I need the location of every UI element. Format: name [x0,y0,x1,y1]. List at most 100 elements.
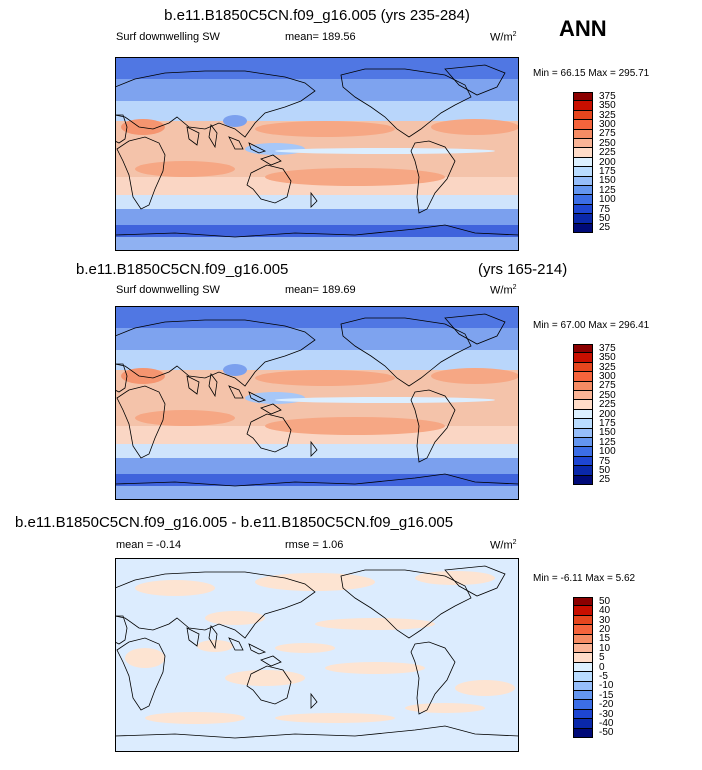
colorbar-swatch [573,391,593,401]
colorbar-swatch [573,681,593,691]
colorbar-swatch [573,214,593,224]
panel2-units: W/m2 [490,284,517,297]
colorbar-swatch [573,475,593,485]
colorbar-level-label: 300 [599,118,616,130]
colorbar-swatch [573,456,593,467]
colorbar-swatch [573,615,593,626]
colorbar-level-label: 300 [599,370,616,382]
colorbar-level-label: 50 [599,595,611,607]
colorbar-swatch [573,362,593,373]
colorbar-swatch [573,372,593,382]
colorbar-level-label: 25 [599,222,611,234]
colorbar-level-label: 10 [599,642,611,654]
panel2-title: b.e11.B1850C5CN.f09_g16.005 [76,261,289,278]
colorbar-level-label: 15 [599,633,611,645]
colorbar-swatch [573,381,593,391]
colorbar-swatch [573,662,593,673]
colorbar-level-label: 325 [599,109,616,121]
colorbar-level-label: -10 [599,680,614,692]
colorbar-level-label: 200 [599,408,616,420]
colorbar-swatch [573,438,593,448]
colorbar-level-label: 175 [599,417,616,429]
colorbar-swatch [573,110,593,121]
colorbar-swatch [573,625,593,635]
colorbar-swatch [573,195,593,205]
colorbar-level-label: 375 [599,90,616,102]
colorbar-level-label: 350 [599,352,616,364]
colorbar-swatch [573,419,593,429]
colorbar-level-label: 25 [599,474,611,486]
colorbar-level-label: 200 [599,156,616,168]
panel1-map [115,57,519,251]
panel3-minmax: Min = -6.11 Max = 5.62 [533,573,636,584]
colorbar-swatch [573,719,593,729]
colorbar-swatch [573,157,593,168]
colorbar-level-label: 75 [599,203,611,215]
colorbar-swatch [573,186,593,196]
colorbar-level-label: 5 [599,652,605,664]
colorbar-swatch [573,353,593,363]
colorbar-level-label: 250 [599,389,616,401]
colorbar-level-label: -50 [599,727,614,739]
colorbar-level-label: 225 [599,147,616,159]
colorbar-level-label: 325 [599,361,616,373]
panel2-variable-label: Surf downwelling SW [116,284,220,296]
colorbar-level-label: 175 [599,165,616,177]
colorbar-swatch [573,92,593,102]
colorbar-level-label: 100 [599,446,616,458]
colorbar-swatch [573,101,593,111]
colorbar-swatch [573,148,593,158]
panel1-colorbar: 375 350 325 300 275 250 225 200 175 150 125 100 75 50… [573,91,616,233]
colorbar-swatch [573,634,593,644]
colorbar-swatch [573,597,593,607]
colorbar-level-label: 150 [599,175,616,187]
colorbar-swatch [573,129,593,139]
panel1-title: b.e11.B1850C5CN.f09_g16.005 (yrs 235-284… [164,7,470,24]
colorbar-swatch [573,691,593,701]
colorbar-level-label: 150 [599,427,616,439]
panel3-mean-label: mean = -0.14 [116,539,182,551]
colorbar-level-label: 100 [599,194,616,206]
panel2-map-svg [115,306,519,500]
panel3-rmse-label: rmse = 1.06 [285,539,344,551]
panel2-minmax: Min = 67.00 Max = 296.41 [533,320,650,331]
season-label: ANN [559,16,607,41]
panel1-variable-label: Surf downwelling SW [116,31,220,43]
panel3-map [115,558,519,752]
colorbar-swatch [573,344,593,354]
colorbar-swatch [573,176,593,186]
colorbar-swatch [573,709,593,720]
colorbar-swatch [573,606,593,616]
colorbar-level-label: 75 [599,455,611,467]
panel3-map-svg [115,558,519,752]
colorbar-swatch [573,167,593,177]
panel1-minmax: Min = 66.15 Max = 295.71 [533,68,650,79]
colorbar-swatch [573,653,593,663]
colorbar-level-label: 250 [599,137,616,149]
colorbar-swatch [573,139,593,149]
colorbar-swatch [573,223,593,233]
colorbar-level-label: -30 [599,708,614,720]
colorbar-swatch [573,728,593,738]
colorbar-level-label: 0 [599,661,605,673]
panel1-units: W/m2 [490,31,517,44]
colorbar-level-label: 30 [599,614,611,626]
panel2-colorbar: 375 350 325 300 275 250 225 200 175 150 125 100 75 50… [573,343,616,485]
colorbar-swatch [573,644,593,654]
colorbar-level-label: -40 [599,717,614,729]
colorbar-level-label: 20 [599,623,611,635]
colorbar-level-label: 275 [599,380,616,392]
colorbar-swatch [573,120,593,130]
colorbar-swatch [573,409,593,420]
panel2-title-years: (yrs 165-214) [478,261,568,278]
colorbar-swatch [573,204,593,215]
colorbar-level-label: -15 [599,689,614,701]
colorbar-level-label: 125 [599,184,616,196]
colorbar-swatch [573,400,593,410]
panel2-map [115,306,519,500]
panel1-map-svg [115,57,519,251]
panel2-mean-label: mean= 189.69 [285,284,356,296]
colorbar-level-label: -5 [599,670,608,682]
panel3-colorbar: 50 40 30 20 15 10 5 0 -5 -10 -15 -20 -30 -40 -50 [573,596,613,738]
colorbar-level-label: 40 [599,605,611,617]
